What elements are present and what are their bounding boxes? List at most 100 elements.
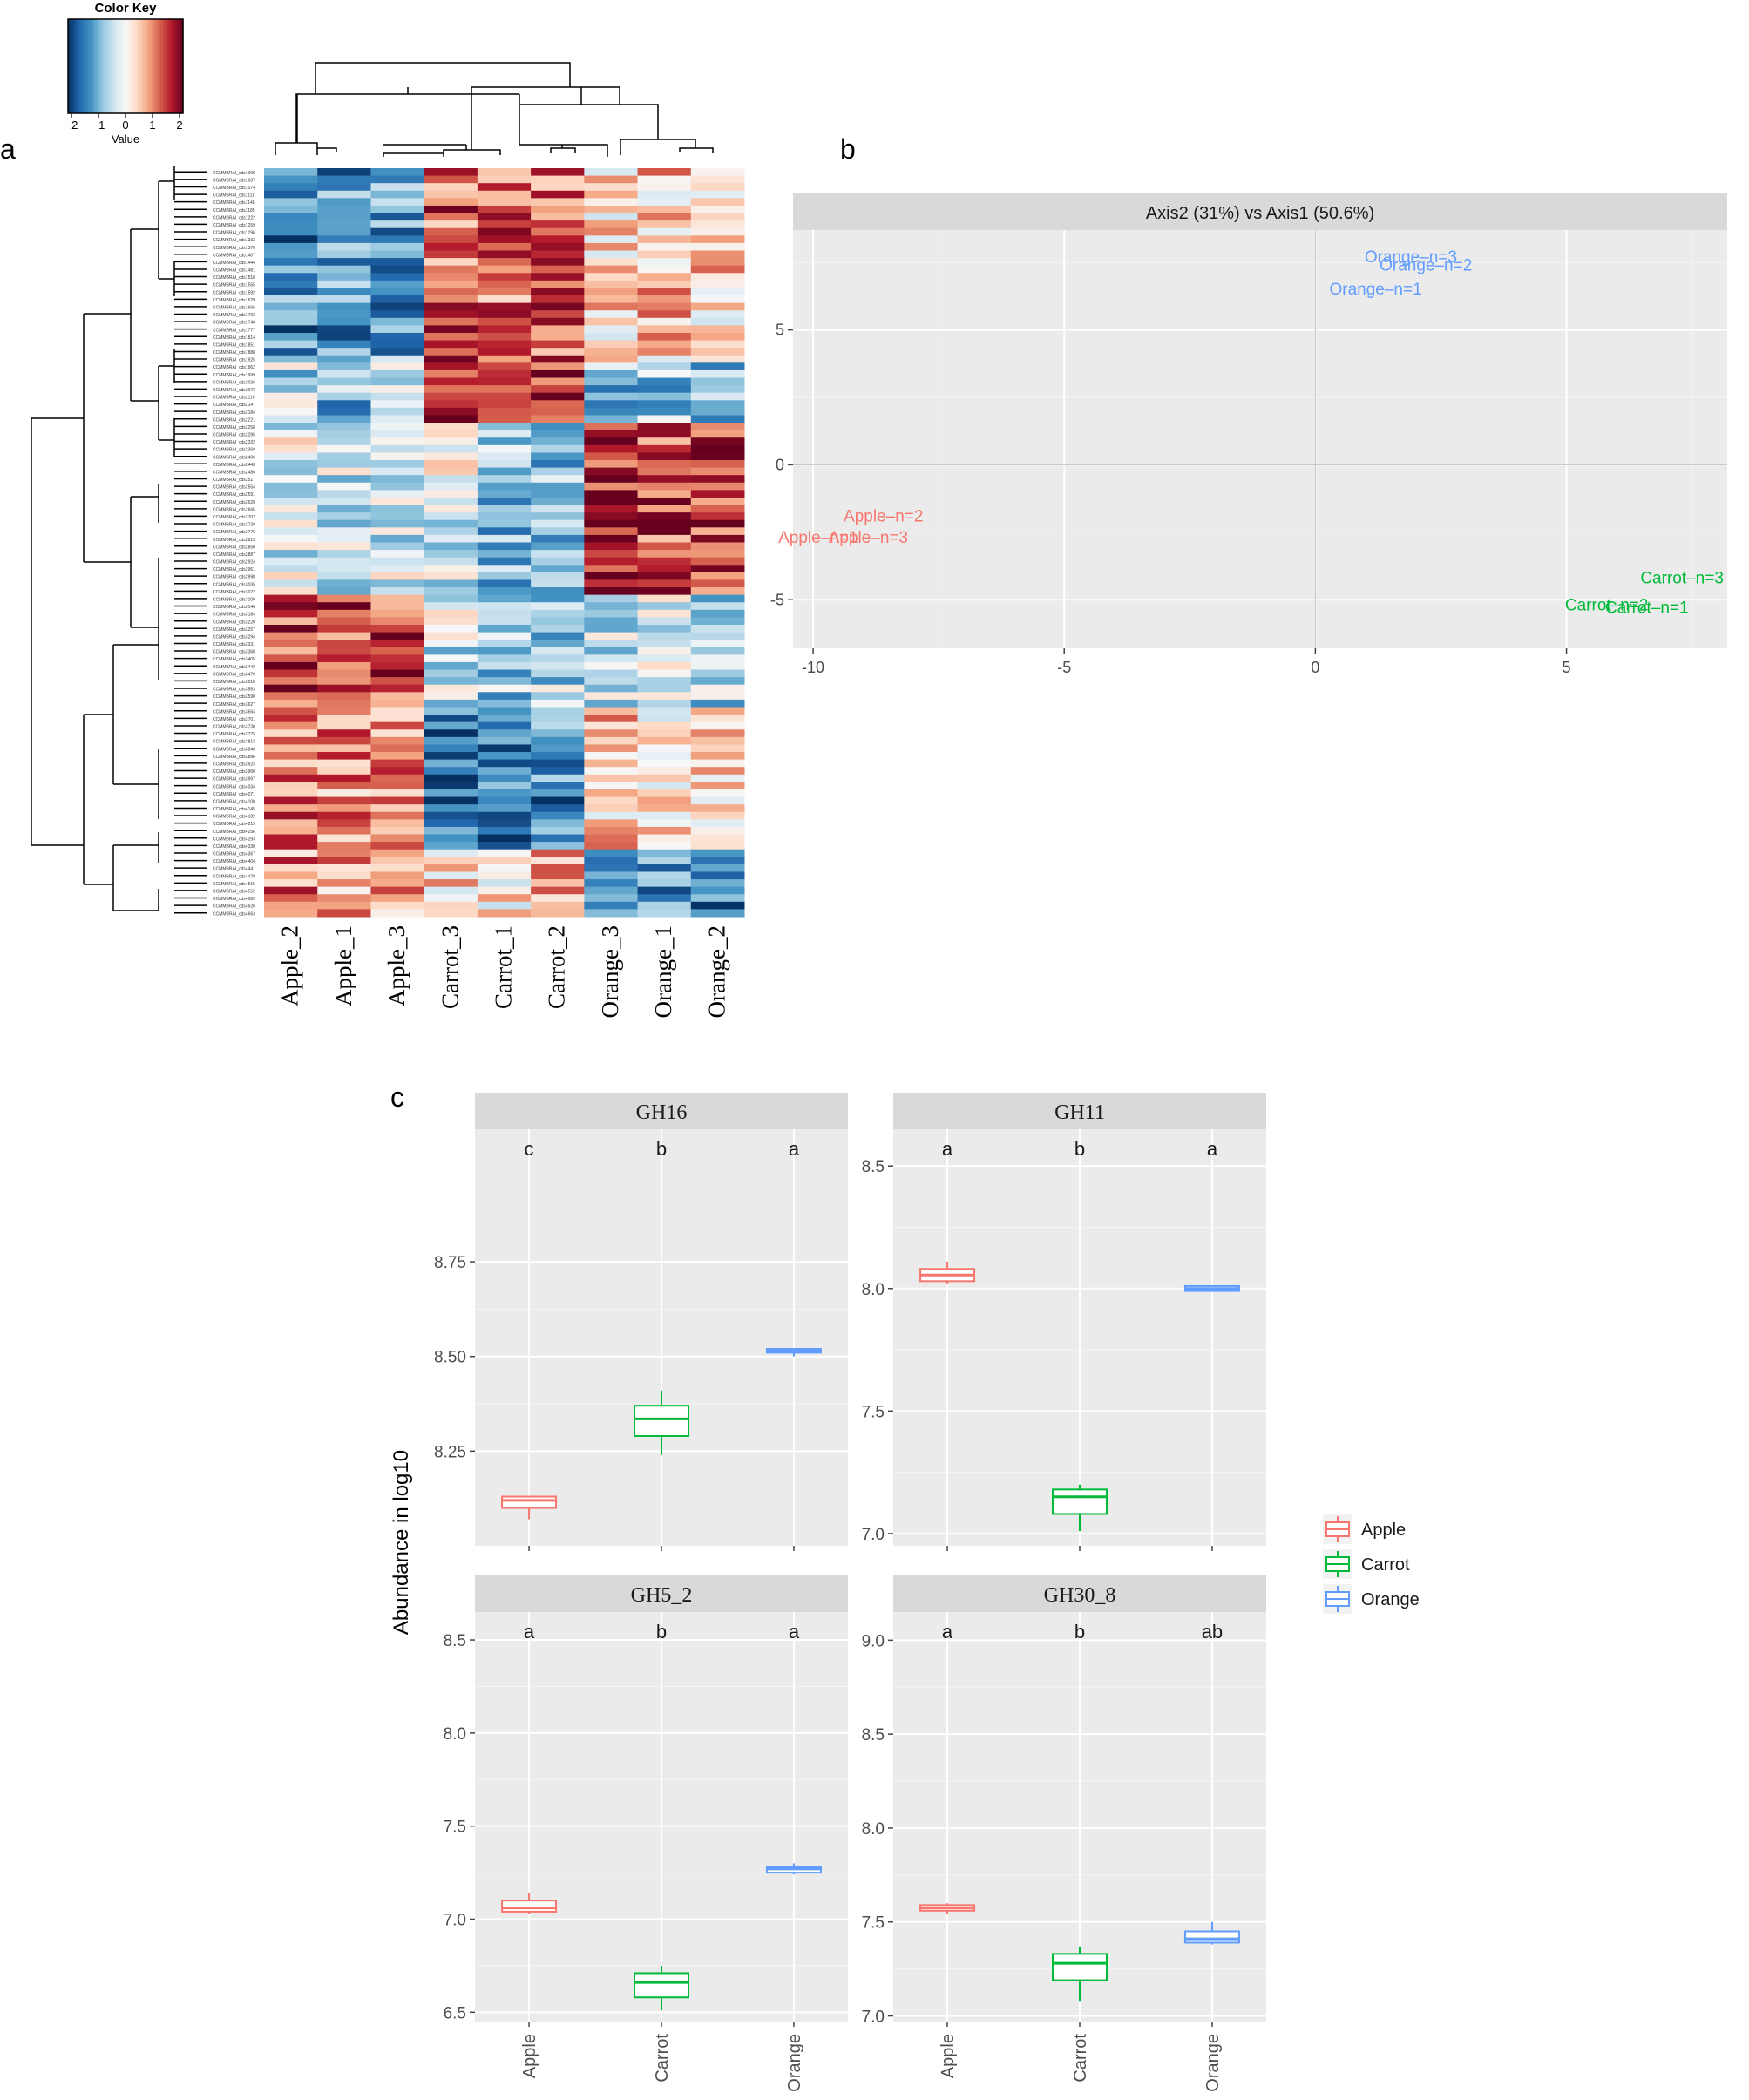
heatmap-cell — [477, 871, 532, 880]
heatmap-cell — [637, 340, 692, 349]
heatmap-cell — [317, 369, 371, 379]
heatmap-cell — [370, 332, 425, 342]
heatmap-row-label: CCMMBRAI_cds3109 — [213, 598, 255, 603]
heatmap-cell — [690, 572, 745, 580]
heatmap-cell — [370, 557, 425, 566]
heatmap-row-label: CCMMBRAI_cds3516 — [213, 680, 255, 685]
heatmap-cell — [264, 759, 318, 768]
heatmap-cell — [584, 707, 639, 715]
heatmap-cell — [637, 505, 692, 513]
heatmap-cell — [637, 213, 692, 221]
heatmap-cell — [531, 183, 585, 192]
heatmap-cell — [424, 654, 478, 663]
heatmap-cell — [477, 175, 532, 184]
heatmap-cell — [477, 744, 532, 753]
heatmap-cell — [264, 767, 318, 776]
heatmap-cell — [584, 183, 639, 192]
heatmap-cell — [637, 886, 692, 895]
heatmap-column-label: Carrot_1 — [491, 925, 517, 1009]
heatmap-cell — [637, 842, 692, 850]
heatmap-cell — [370, 594, 425, 603]
heatmap-cell — [317, 819, 371, 828]
heatmap-cell — [531, 557, 585, 566]
heatmap-column-label: Orange_1 — [650, 925, 676, 1018]
scatter-point-label: Orange–n=1 — [1329, 281, 1421, 299]
heatmap-cell — [317, 796, 371, 805]
heatmap-cell — [317, 647, 371, 655]
heatmap-row-label: CCMMBRAI_cds4182 — [213, 815, 255, 820]
heatmap-cell — [637, 430, 692, 438]
heatmap-cell — [584, 430, 639, 438]
heatmap-cell — [584, 280, 639, 288]
heatmap-cell — [424, 295, 478, 304]
heatmap-cell — [424, 849, 478, 857]
facet-gh11: GH11 7.0 7.5 8.0 8.5 a b a — [862, 1093, 1266, 1551]
heatmap-cell — [424, 505, 478, 513]
heatmap-cell — [370, 864, 425, 872]
heatmap-cell — [584, 752, 639, 761]
heatmap-cell — [424, 640, 478, 648]
heatmap-cell — [317, 909, 371, 918]
heatmap-cell — [531, 295, 585, 304]
heatmap-cell — [690, 250, 745, 259]
heatmap-row-label: CCMMBRAI_cds2776 — [213, 530, 255, 535]
heatmap-cell — [637, 640, 692, 648]
box-iqr — [634, 1972, 689, 1999]
heatmap-cell — [317, 190, 371, 199]
heatmap-cell — [637, 467, 692, 476]
heatmap-cell — [370, 407, 425, 416]
heatmap-cell — [690, 602, 745, 611]
heatmap-cell — [424, 699, 478, 708]
heatmap-cell — [424, 332, 478, 342]
heatmap-cell — [424, 452, 478, 461]
heatmap-cell — [477, 325, 532, 334]
heatmap-cell — [264, 557, 318, 566]
heatmap-cell — [690, 452, 745, 461]
heatmap-cell — [264, 677, 318, 686]
heatmap-row-label: CCMMBRAI_cds2406 — [213, 455, 255, 460]
facet-y-tick-label: 7.0 — [444, 1912, 466, 1930]
heatmap-cell — [584, 265, 639, 274]
heatmap-cell — [637, 444, 692, 453]
heatmap-cell — [264, 796, 318, 805]
heatmap-cell — [370, 258, 425, 267]
heatmap-cell — [317, 842, 371, 850]
heatmap-row-label: CCMMBRAI_cds1814 — [213, 335, 255, 341]
heatmap-cell — [317, 258, 371, 267]
heatmap-row-label: CCMMBRAI_cds2591 — [213, 492, 255, 498]
significance-letter: a — [942, 1621, 953, 1643]
heatmap-cell — [264, 310, 318, 319]
heatmap-cell — [690, 288, 745, 296]
significance-letter: c — [525, 1138, 534, 1160]
facet-title: GH30_8 — [1044, 1584, 1116, 1607]
heatmap-cell — [531, 699, 585, 708]
heatmap-cell — [264, 460, 318, 469]
heatmap-cell — [531, 430, 585, 438]
color-key-swatch — [154, 19, 158, 113]
heatmap-cell — [477, 205, 532, 214]
heatmap-cell — [424, 647, 478, 655]
heatmap-cell — [690, 759, 745, 768]
heatmap-cell — [584, 767, 639, 776]
heatmap-cell — [264, 654, 318, 663]
heatmap-row-label: CCMMBRAI_cds1185 — [213, 208, 255, 213]
color-key-tick-label: −1 — [92, 119, 105, 132]
heatmap-cell — [531, 332, 585, 342]
heatmap-cell — [317, 235, 371, 244]
heatmap-cell — [531, 669, 585, 678]
heatmap-cell — [637, 692, 692, 701]
heatmap-cell — [584, 842, 639, 850]
heatmap-cell — [424, 235, 478, 244]
color-key-swatch — [180, 19, 184, 113]
heatmap-cell — [264, 804, 318, 813]
color-key-swatch — [82, 19, 86, 113]
heatmap-cell — [317, 325, 371, 334]
heatmap-cell — [424, 909, 478, 918]
heatmap-cell — [690, 369, 745, 379]
heatmap-cell — [317, 572, 371, 580]
heatmap-cell — [370, 497, 425, 506]
heatmap-cell — [690, 467, 745, 476]
heatmap-cell — [690, 752, 745, 761]
color-key-swatch — [142, 19, 146, 113]
boxplot-x-label: Carrot — [1071, 2034, 1090, 2083]
